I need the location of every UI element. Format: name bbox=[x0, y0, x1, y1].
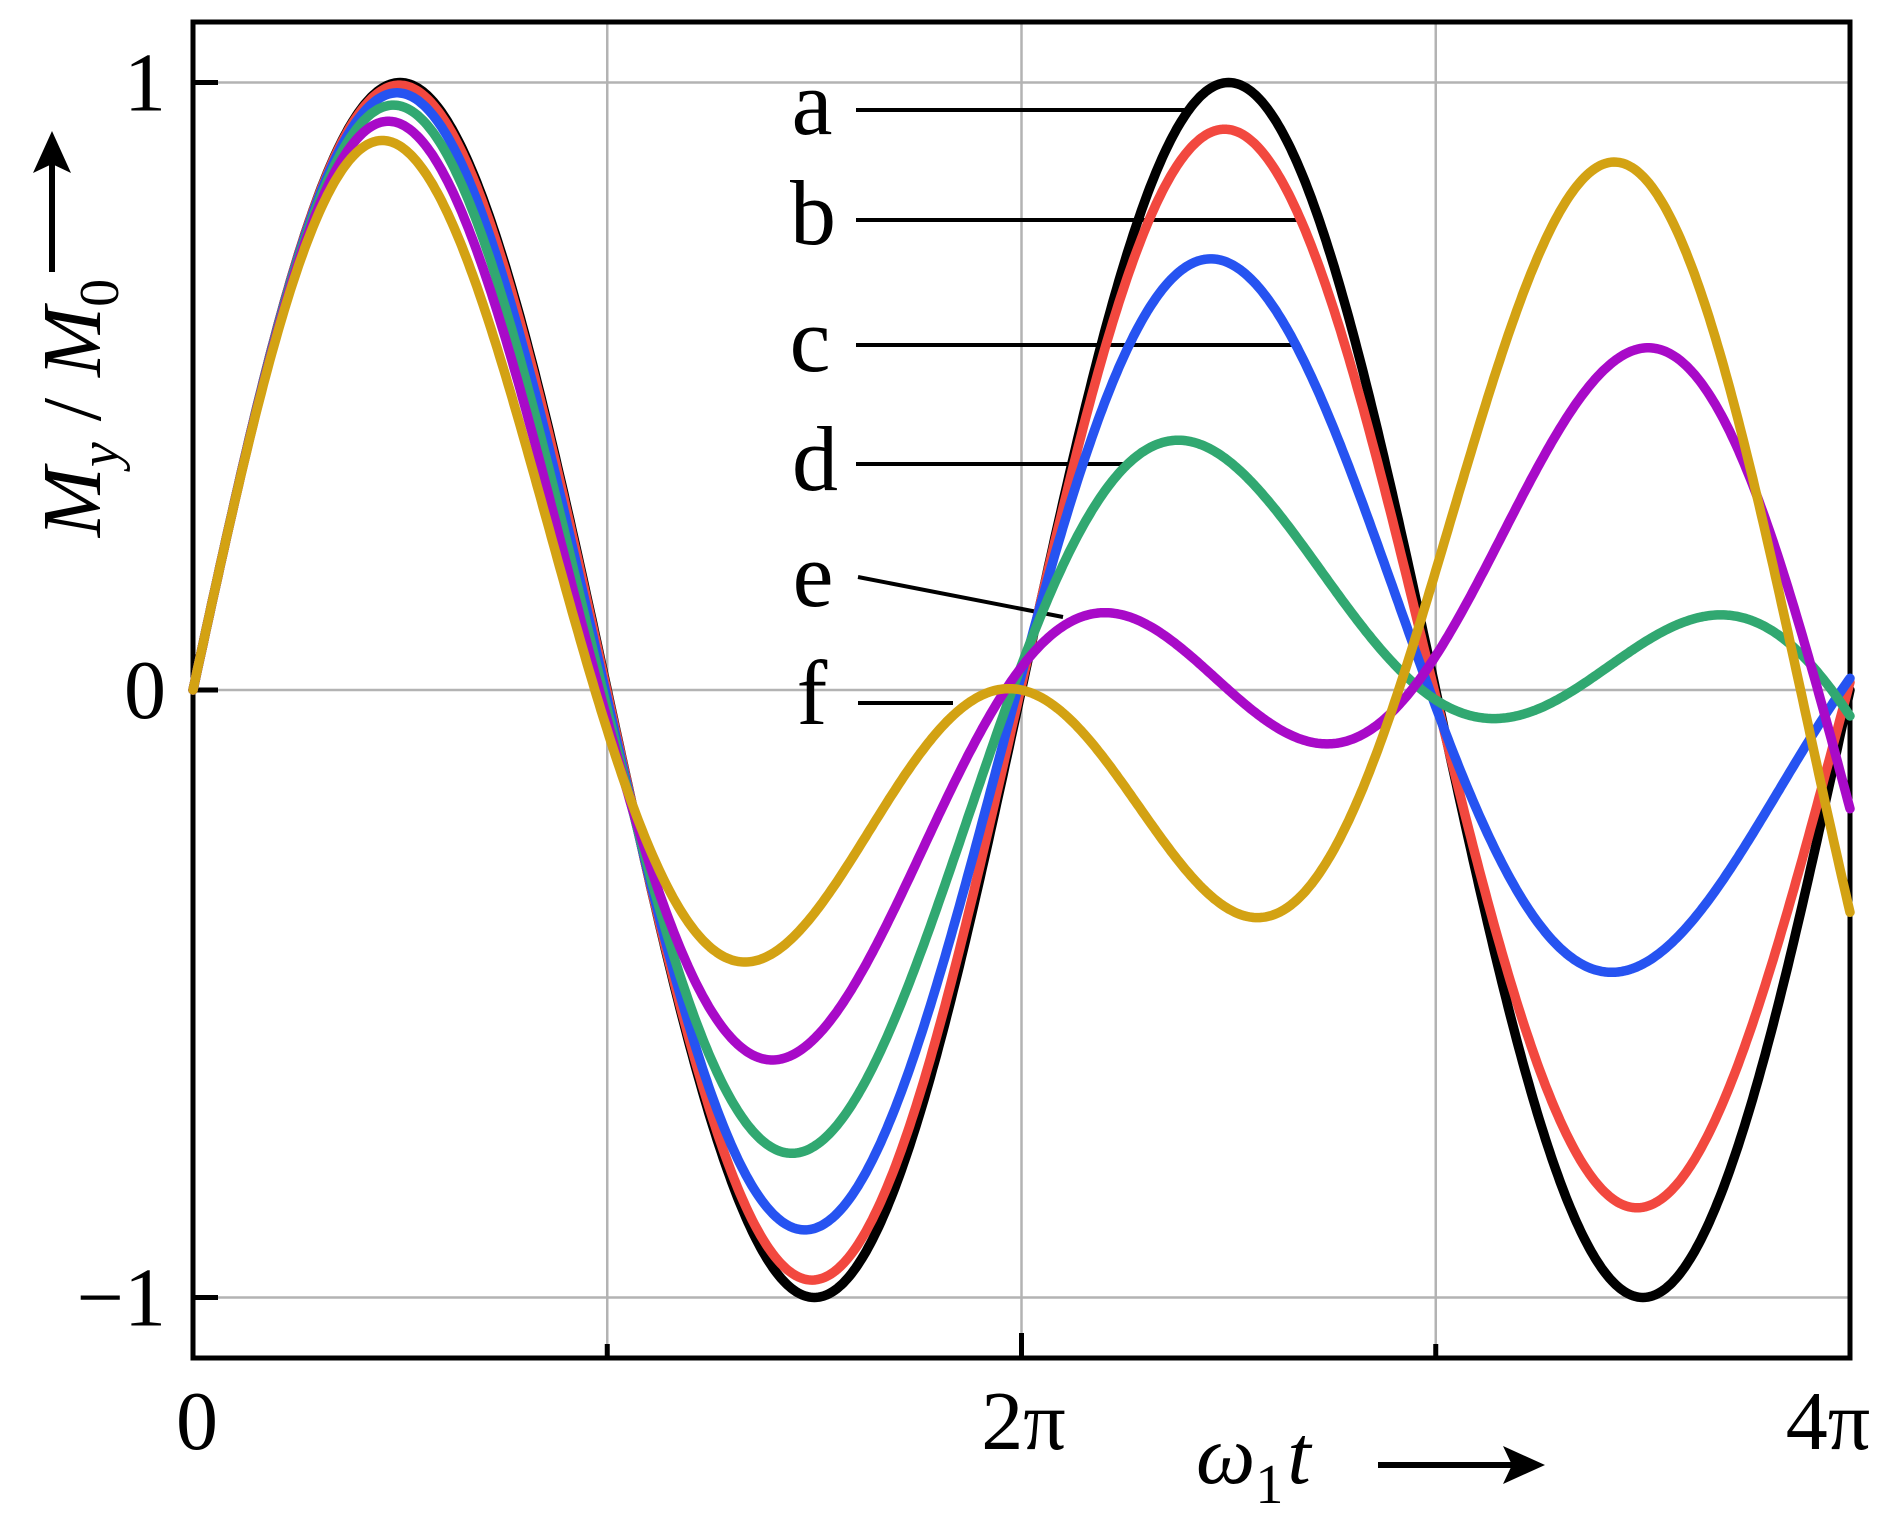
curve-e bbox=[188, 116, 1855, 1065]
y-axis-label: My / M0 bbox=[26, 279, 131, 538]
curve-f bbox=[188, 135, 1855, 967]
curve-label-e: e bbox=[793, 524, 834, 626]
curve-label-f: f bbox=[797, 642, 828, 744]
x-tick-label-4pi: 4π bbox=[1786, 1375, 1870, 1468]
curve-label-d: d bbox=[792, 408, 838, 510]
y-tick-label--1: −1 bbox=[77, 1252, 166, 1345]
y-axis-arrowhead-icon bbox=[33, 131, 71, 173]
y-tick-label-0: 0 bbox=[124, 644, 166, 737]
annotation-leader-lines bbox=[856, 108, 1300, 705]
x-tick-label-0pi: 0 bbox=[176, 1375, 218, 1468]
y-axis-label-group: My / M0 bbox=[26, 131, 131, 538]
x-axis-label: ω1t bbox=[1196, 1409, 1313, 1516]
curve-label-a: a bbox=[792, 52, 833, 154]
axis-ticks bbox=[193, 80, 1439, 1358]
leader-line-e bbox=[857, 575, 1064, 619]
y-tick-label-1: 1 bbox=[124, 37, 166, 130]
x-axis-arrowhead-icon bbox=[1503, 1446, 1545, 1484]
x-axis-label-group: ω1t bbox=[1196, 1409, 1545, 1516]
curve-label-c: c bbox=[790, 289, 831, 391]
curve-label-b: b bbox=[790, 162, 836, 264]
x-tick-label-2pi: 2π bbox=[981, 1375, 1065, 1468]
data-curves bbox=[188, 77, 1855, 1303]
